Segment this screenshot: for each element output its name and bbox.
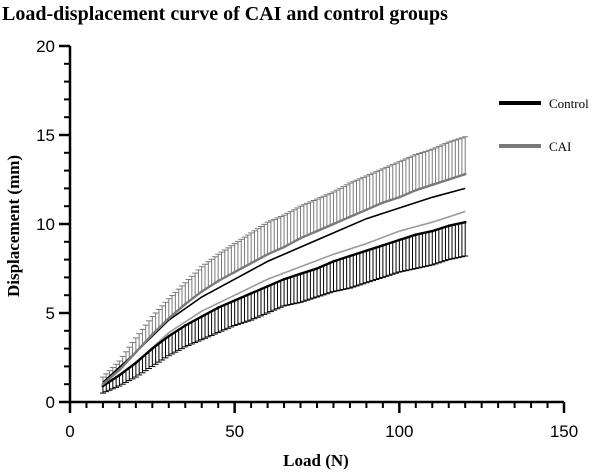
x-tick-label: 0	[65, 422, 74, 441]
data-point-control	[200, 315, 204, 318]
data-point-control	[167, 334, 171, 338]
legend-label-cai: CAI	[549, 139, 571, 154]
data-point-control	[183, 324, 187, 327]
data-point-cai	[332, 222, 335, 226]
data-point-cai	[315, 229, 319, 233]
y-tick-label: 15	[36, 126, 55, 145]
data-point-cai	[101, 382, 105, 386]
chart-title: Load-displacement curve of CAI and contr…	[2, 3, 448, 25]
data-point-cai	[200, 290, 204, 293]
data-point-control	[134, 361, 138, 365]
data-point-cai	[463, 172, 467, 176]
data-point-cai	[348, 215, 352, 219]
data-point-control	[332, 260, 335, 263]
data-point-control	[381, 244, 385, 247]
data-point-control	[430, 229, 434, 233]
data-point-cai	[183, 302, 187, 306]
data-point-control	[315, 267, 319, 270]
legend: Control CAI	[499, 96, 589, 154]
band-line-cai	[102, 210, 466, 387]
data-point-control	[118, 374, 121, 377]
y-tick-label: 20	[36, 37, 55, 56]
data-point-cai	[447, 178, 451, 181]
data-point-cai	[430, 183, 434, 187]
data-point-cai	[398, 196, 401, 199]
data-point-control	[414, 233, 418, 236]
data-point-cai	[167, 317, 171, 320]
data-point-control	[348, 254, 352, 258]
y-axis-label: Displacement (mm)	[4, 155, 23, 297]
legend-label-control: Control	[549, 96, 589, 111]
data-point-control	[233, 299, 236, 302]
data-point-cai	[299, 236, 302, 240]
data-point-cai	[414, 188, 418, 192]
data-point-control	[398, 238, 401, 242]
data-point-cai	[151, 333, 154, 336]
data-point-cai	[216, 279, 220, 283]
data-point-control	[365, 249, 368, 252]
plot-area: 0 5 10 15 20 0 50 100 150	[36, 37, 578, 441]
data-point-control	[447, 224, 451, 228]
data-point-control	[282, 277, 286, 281]
y-tick-label: 10	[36, 215, 55, 234]
x-axis-label: Load (N)	[283, 451, 349, 470]
band-line-control	[102, 187, 466, 383]
data-point-control	[266, 285, 269, 288]
x-tick-label: 50	[225, 422, 244, 441]
data-point-cai	[134, 350, 138, 354]
y-tick-label: 5	[46, 304, 55, 323]
data-point-cai	[381, 201, 385, 204]
x-tick-label: 150	[550, 422, 578, 441]
data-point-cai	[365, 208, 368, 212]
x-tick-label: 100	[385, 422, 413, 441]
data-point-cai	[118, 368, 121, 372]
data-point-cai	[233, 270, 236, 274]
data-point-cai	[282, 245, 286, 249]
data-point-cai	[266, 252, 269, 256]
data-point-control	[151, 347, 154, 350]
data-point-cai	[249, 261, 253, 265]
data-point-control	[101, 384, 105, 388]
data-point-control	[463, 220, 467, 224]
data-point-control	[249, 292, 253, 295]
data-point-control	[299, 272, 302, 276]
data-point-control	[216, 306, 220, 309]
y-tick-label: 0	[46, 393, 55, 412]
